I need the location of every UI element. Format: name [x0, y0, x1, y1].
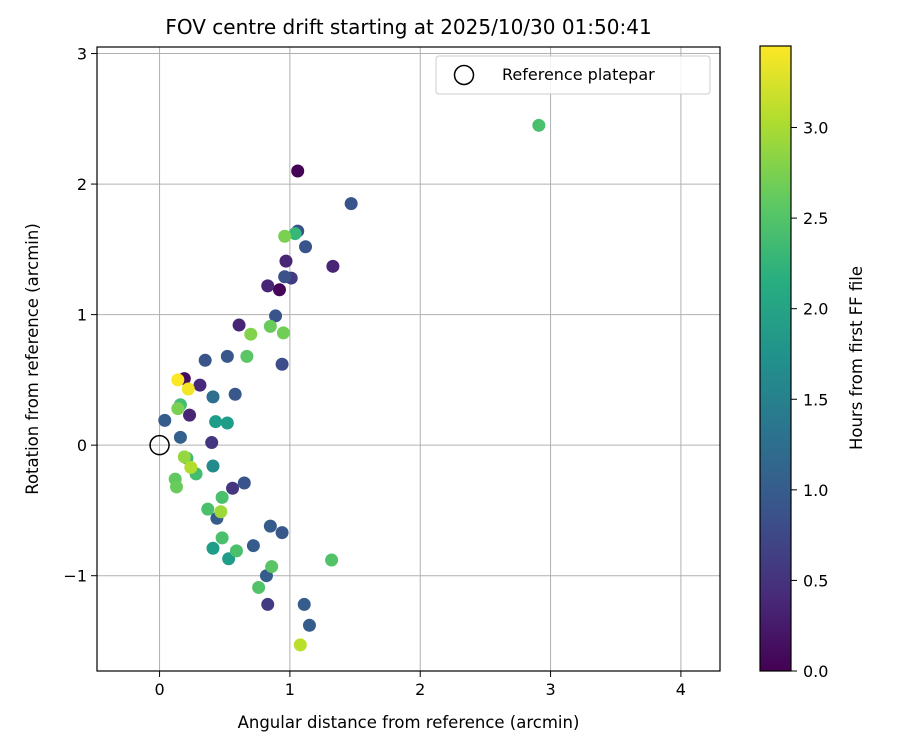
colorbar-tick-label: 2.0: [803, 300, 828, 319]
colorbar-tick-label: 3.0: [803, 119, 828, 138]
colorbar: 0.0 0.5 1.0 1.5 2.0 2.5 3.0 Hours from first F…: [759, 45, 866, 681]
data-point: [278, 229, 292, 243]
colorbar-tick-label: 1.0: [803, 481, 828, 500]
chart-title: FOV centre drift starting at 2025/10/30 …: [165, 15, 651, 39]
grid-lines: [97, 47, 720, 671]
reference-platepar-marker: [149, 434, 170, 456]
y-axis-label: Rotation from reference (arcmin): [23, 223, 42, 495]
data-point: [205, 436, 219, 450]
data-point: [291, 164, 305, 178]
data-point: [532, 118, 546, 132]
data-point: [158, 413, 172, 427]
data-point: [325, 553, 339, 567]
data-point: [297, 597, 311, 611]
x-axis-ticks: 0 1 2 3 4: [154, 671, 686, 699]
data-point: [198, 353, 212, 367]
data-point: [237, 476, 251, 490]
data-point: [261, 279, 275, 293]
data-point: [171, 373, 185, 387]
legend-label-reference-platepar: Reference platepar: [502, 65, 655, 84]
data-point: [240, 349, 254, 363]
colorbar-tick-label: 2.5: [803, 209, 828, 228]
data-point: [184, 460, 198, 474]
data-point: [183, 408, 197, 422]
x-tick-label: 0: [154, 680, 164, 699]
x-tick-label: 2: [415, 680, 425, 699]
data-point: [206, 390, 220, 404]
data-point: [269, 309, 283, 323]
data-point: [220, 416, 234, 430]
colorbar-tick-label: 1.5: [803, 390, 828, 409]
data-point: [263, 519, 277, 533]
x-tick-label: 4: [676, 680, 686, 699]
x-axis-label: Angular distance from reference (arcmin): [238, 713, 580, 732]
legend-open-circle-icon: [453, 64, 475, 86]
y-tick-label: 0: [77, 436, 87, 455]
colorbar-tick-label: 0.5: [803, 571, 828, 590]
data-point: [279, 254, 293, 268]
data-point: [206, 541, 220, 555]
data-point: [265, 560, 279, 574]
y-tick-label: −1: [63, 567, 87, 586]
data-point: [209, 415, 223, 429]
data-point: [226, 481, 240, 495]
data-point: [215, 490, 229, 504]
data-point: [177, 450, 191, 464]
y-tick-label: 1: [77, 306, 87, 325]
legend-box: [435, 55, 711, 95]
plot-frame: [96, 46, 721, 672]
data-point: [244, 327, 258, 341]
data-point: [344, 197, 358, 211]
data-point: [229, 544, 243, 558]
data-point: [261, 597, 275, 611]
data-point: [232, 318, 246, 332]
colorbar-tick-label: 0.0: [803, 662, 828, 681]
data-point: [272, 283, 286, 297]
y-axis-ticks: −1 0 1 2 3: [63, 45, 97, 586]
data-point: [171, 402, 185, 416]
data-point: [302, 618, 316, 632]
data-point: [215, 531, 229, 545]
colorbar-ticks: 0.0 0.5 1.0 1.5 2.0 2.5 3.0: [791, 119, 828, 681]
data-point: [193, 378, 207, 392]
data-point: [214, 505, 228, 519]
x-tick-label: 3: [545, 680, 555, 699]
legend: Reference platepar: [435, 55, 711, 95]
x-tick-label: 1: [285, 680, 295, 699]
data-point: [228, 387, 242, 401]
colorbar-label: Hours from first FF file: [847, 266, 866, 450]
data-point: [201, 502, 215, 516]
y-tick-label: 2: [77, 175, 87, 194]
colorbar-gradient: [759, 45, 792, 672]
data-point: [275, 357, 289, 371]
data-point: [275, 526, 289, 540]
data-points: [158, 118, 546, 652]
data-point: [263, 319, 277, 333]
data-point: [293, 638, 307, 652]
data-point: [252, 580, 266, 594]
data-point: [326, 259, 340, 273]
data-point: [170, 480, 184, 494]
data-point: [276, 326, 290, 340]
y-tick-label: 3: [77, 45, 87, 64]
data-point: [246, 539, 260, 553]
data-point: [206, 459, 220, 473]
data-point: [299, 240, 313, 254]
data-point: [173, 430, 187, 444]
data-point: [278, 270, 292, 284]
data-point: [181, 382, 195, 396]
data-point: [288, 227, 302, 241]
data-point: [220, 349, 234, 363]
